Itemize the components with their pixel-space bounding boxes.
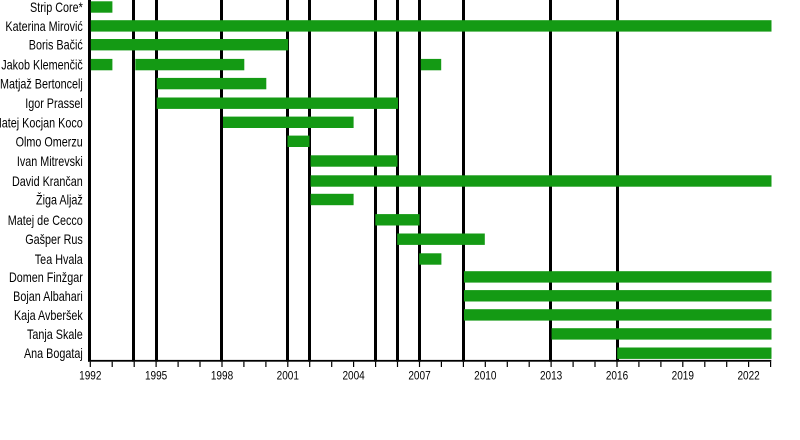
svg-text:Tea Hvala: Tea Hvala bbox=[35, 252, 83, 267]
svg-text:Kaja Avberšek: Kaja Avberšek bbox=[14, 308, 84, 323]
svg-text:Strip Core*: Strip Core* bbox=[30, 0, 83, 15]
svg-text:Ivan Mitrevski: Ivan Mitrevski bbox=[17, 154, 83, 169]
svg-text:Matej Kocjan Koco: Matej Kocjan Koco bbox=[0, 115, 83, 130]
svg-text:Bojan Albahari: Bojan Albahari bbox=[13, 289, 83, 304]
svg-text:Jakob Klemenčič: Jakob Klemenčič bbox=[1, 57, 83, 72]
svg-text:1992: 1992 bbox=[79, 370, 101, 383]
svg-text:Katerina Mirović: Katerina Mirović bbox=[5, 19, 82, 34]
svg-text:1998: 1998 bbox=[211, 370, 233, 383]
svg-text:Ana Bogataj: Ana Bogataj bbox=[24, 346, 83, 361]
svg-text:2001: 2001 bbox=[277, 370, 299, 383]
svg-text:2019: 2019 bbox=[672, 370, 694, 383]
svg-text:Olmo Omerzu: Olmo Omerzu bbox=[16, 134, 83, 149]
svg-text:Gašper Rus: Gašper Rus bbox=[25, 232, 83, 247]
svg-text:Matjaž Bertoncelj: Matjaž Bertoncelj bbox=[0, 76, 83, 91]
svg-text:Matej de Cecco: Matej de Cecco bbox=[8, 213, 83, 228]
svg-text:Boris Bačić: Boris Bačić bbox=[29, 38, 83, 53]
svg-text:2016: 2016 bbox=[606, 370, 628, 383]
svg-text:Domen Finžgar: Domen Finžgar bbox=[9, 270, 83, 285]
svg-text:2010: 2010 bbox=[474, 370, 496, 383]
svg-text:2022: 2022 bbox=[737, 370, 759, 383]
svg-text:2013: 2013 bbox=[540, 370, 562, 383]
svg-text:1995: 1995 bbox=[145, 370, 167, 383]
svg-text:Igor Prassel: Igor Prassel bbox=[25, 96, 83, 111]
svg-text:David Krančan: David Krančan bbox=[12, 174, 83, 189]
svg-text:2004: 2004 bbox=[342, 370, 364, 383]
svg-text:2007: 2007 bbox=[408, 370, 430, 383]
svg-text:Tanja Skale: Tanja Skale bbox=[27, 327, 83, 342]
svg-text:Žiga Aljaž: Žiga Aljaž bbox=[36, 191, 83, 208]
